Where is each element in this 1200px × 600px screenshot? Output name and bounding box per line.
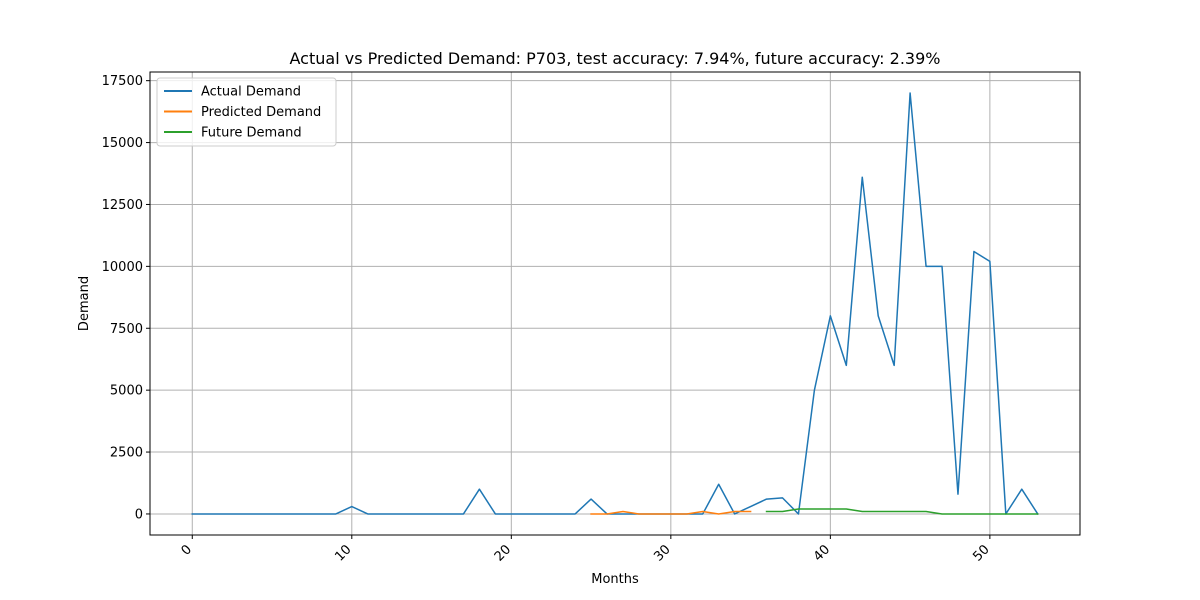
- y-tick-label: 2500: [110, 446, 143, 461]
- legend: Actual Demand Predicted Demand Future Dema…: [156, 77, 337, 147]
- y-tick-label: 10000: [102, 260, 143, 275]
- x-axis-label: Months: [591, 572, 639, 587]
- y-tick-label: 0: [135, 507, 143, 522]
- series-line-future-demand: [765, 508, 1039, 515]
- legend-label: Actual Demand: [201, 85, 301, 100]
- y-axis: 0 2500 5000 7500 10000 12500 15000 17500: [102, 74, 150, 522]
- y-tick-label: 15000: [102, 136, 143, 151]
- legend-label: Future Demand: [201, 126, 302, 141]
- series-line-predicted-demand: [590, 510, 752, 515]
- series-layer: [191, 92, 1039, 515]
- plot-frame: [149, 71, 1081, 536]
- y-tick-label: 7500: [110, 322, 143, 337]
- y-tick-label: 5000: [110, 384, 143, 399]
- y-tick-label: 17500: [102, 74, 143, 89]
- series-line-actual-demand: [191, 92, 1039, 515]
- chart-title: Actual vs Predicted Demand: P703, test a…: [290, 49, 941, 68]
- y-axis-label: Demand: [77, 276, 92, 331]
- grid: [150, 72, 1080, 535]
- legend-box: [156, 77, 337, 147]
- y-tick-label: 12500: [102, 198, 143, 213]
- legend-label: Predicted Demand: [201, 105, 321, 120]
